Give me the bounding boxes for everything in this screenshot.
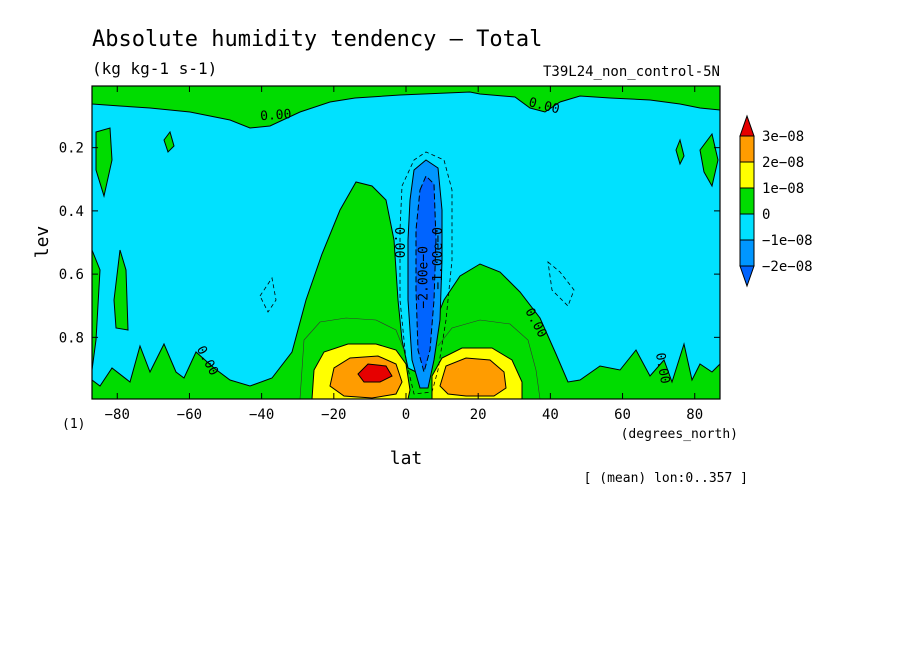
units-label: (kg kg-1 s-1): [92, 59, 217, 78]
contour-positive-thin: [437, 319, 541, 399]
y-tick-label: 0.4: [59, 204, 84, 220]
contour-label: −2.00e−0: [417, 246, 432, 309]
fill-island: [675, 138, 685, 166]
fill-positive-region: [92, 181, 720, 399]
y-axis-units: (1): [62, 417, 85, 432]
y-tick-label: 0.8: [59, 330, 84, 346]
contour-labels: 0.00 0.000.00−2.00e−0 −1.00e−00.000.00 0.00: [193, 95, 672, 385]
contour-label: 0.00: [527, 95, 561, 117]
x-tick-label: 0: [402, 407, 410, 423]
x-tick-label: −80: [105, 407, 130, 423]
experiment-label: T39L24_non_control-5N: [543, 64, 720, 80]
colorbar-level-label: 1e−08: [762, 181, 804, 197]
y-axis-label: lev: [32, 226, 53, 259]
colorbar-level-label: 2e−08: [762, 155, 804, 171]
contour-fills: [92, 86, 720, 399]
x-tick-label: −20: [321, 407, 346, 423]
colorbar-band: [739, 187, 755, 215]
x-axis: −80 −60 −40 −20 0 20 40 60 80: [105, 86, 703, 423]
colorbar-level-label: −1e−08: [762, 233, 813, 249]
fill-red-max: [357, 363, 393, 383]
contour-negative-outer: [399, 151, 453, 395]
colorbar: 3e−08 2e−08 1e−08 0 −1e−08 −2e−08: [739, 114, 813, 288]
y-tick-label: 0.6: [59, 267, 84, 283]
contour-label: 0.00: [391, 227, 406, 258]
x-tick-label: 20: [470, 407, 487, 423]
x-tick-label: 40: [542, 407, 559, 423]
fill-orange-right: [439, 357, 507, 397]
y-tick-label: 0.2: [59, 141, 84, 157]
fill-island: [95, 127, 113, 198]
contour-label: 0.00: [260, 107, 292, 124]
colorbar-level-label: −2e−08: [762, 259, 813, 275]
plot-area: 0.00 0.000.00−2.00e−0 −1.00e−00.000.00 0.00…: [59, 85, 721, 423]
colorbar-band: [739, 213, 755, 241]
x-tick-label: −60: [177, 407, 202, 423]
colorbar-band: [739, 161, 755, 189]
fill-negative-background: [92, 86, 720, 399]
fill-island: [92, 249, 101, 371]
x-axis-label: lat: [390, 448, 423, 469]
y-axis: 0.2 0.4 0.6 0.8: [59, 141, 720, 346]
fill-island: [113, 249, 129, 331]
contour-label: 0.00: [652, 352, 672, 385]
fill-island: [699, 132, 719, 188]
x-tick-label: 60: [614, 407, 631, 423]
fill-negative-center: [415, 175, 437, 374]
x-axis-units: (degrees_north): [621, 427, 738, 442]
contour-label: −1.00e−0: [431, 227, 446, 290]
fill-top-band: [92, 86, 720, 129]
chart-title: Absolute humidity tendency — Total: [92, 27, 542, 52]
colorbar-level-label: 0: [762, 207, 770, 223]
fill-island: [163, 130, 175, 153]
colorbar-band: [739, 135, 755, 163]
contour-negative-dash: [259, 276, 277, 313]
colorbar-top-arrow: [739, 114, 755, 137]
colorbar-level-label: 3e−08: [762, 129, 804, 145]
footnote: [ (mean) lon:0..357 ]: [584, 471, 748, 486]
colorbar-bottom-arrow: [739, 265, 755, 288]
x-tick-label: 80: [686, 407, 703, 423]
contour-positive-thin: [299, 317, 405, 399]
x-tick-label: −40: [249, 407, 274, 423]
colorbar-band: [739, 239, 755, 267]
